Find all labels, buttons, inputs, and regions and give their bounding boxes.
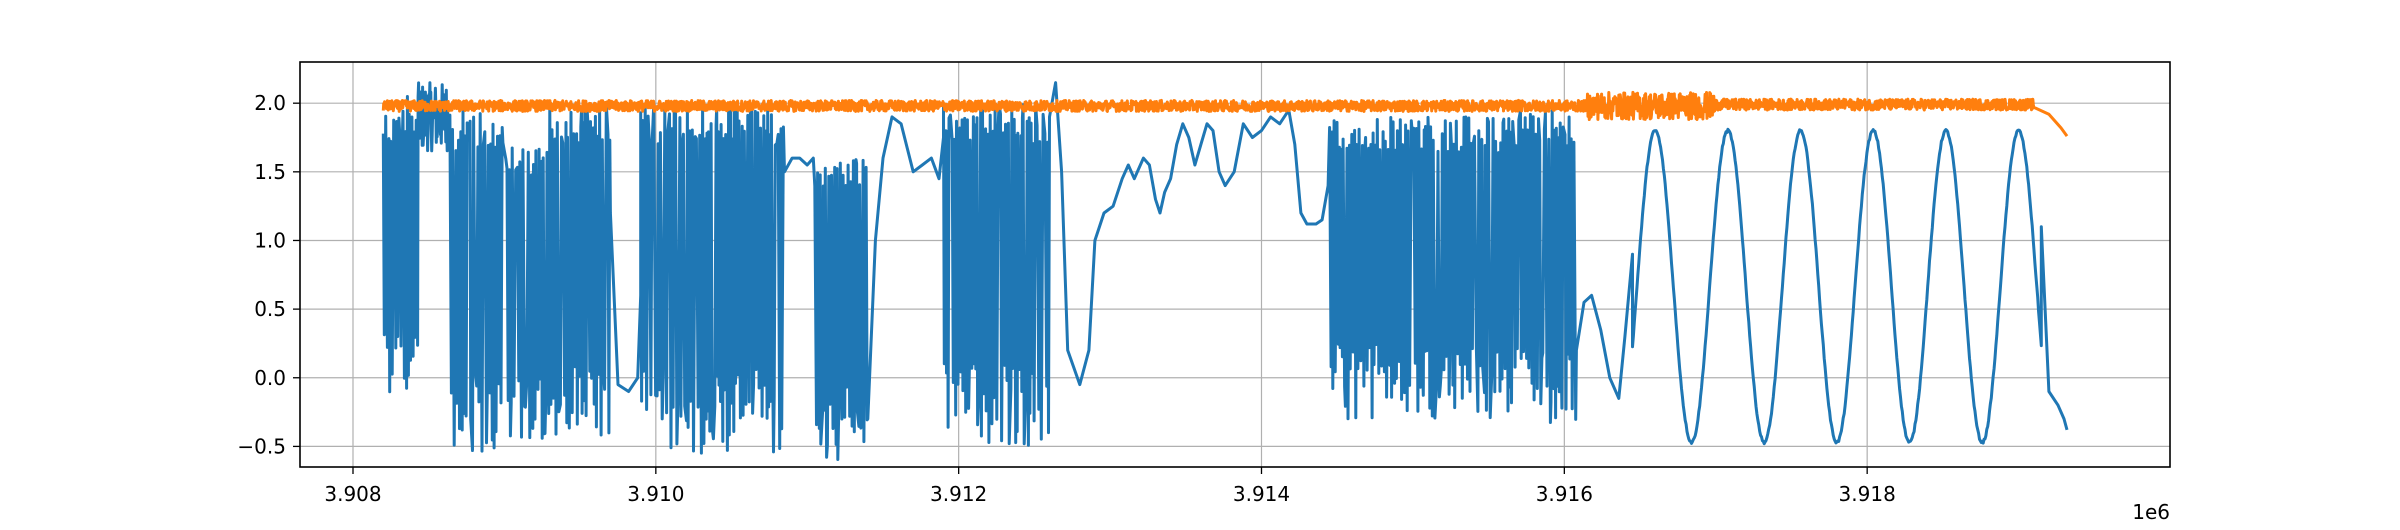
x-tick-label: 3.912: [930, 482, 987, 506]
y-tick-label: 0.5: [254, 297, 286, 321]
series-line-1: [381, 81, 2069, 461]
x-tick-label: 3.910: [627, 482, 684, 506]
axis-ticks: 3.908 3.910 3.912 3.914 3.916 3.918 −0.5 0.0 0.5…: [237, 91, 1895, 506]
x-tick-label: 3.914: [1233, 482, 1290, 506]
series-line-2: [381, 90, 2069, 137]
y-tick-label: 0.0: [254, 366, 286, 390]
plot-area-frame: [299, 61, 2171, 468]
x-tick-label: 3.916: [1536, 482, 1593, 506]
y-tick-label: −0.5: [237, 434, 286, 458]
x-tick-label: 3.908: [324, 482, 381, 506]
x-axis-offset-label: 1e6: [2132, 500, 2170, 524]
series-layer: [381, 81, 2069, 461]
y-tick-label: 1.5: [254, 160, 286, 184]
x-tick-label: 3.918: [1839, 482, 1896, 506]
y-tick-label: 2.0: [254, 91, 286, 115]
y-tick-label: 1.0: [254, 228, 286, 252]
